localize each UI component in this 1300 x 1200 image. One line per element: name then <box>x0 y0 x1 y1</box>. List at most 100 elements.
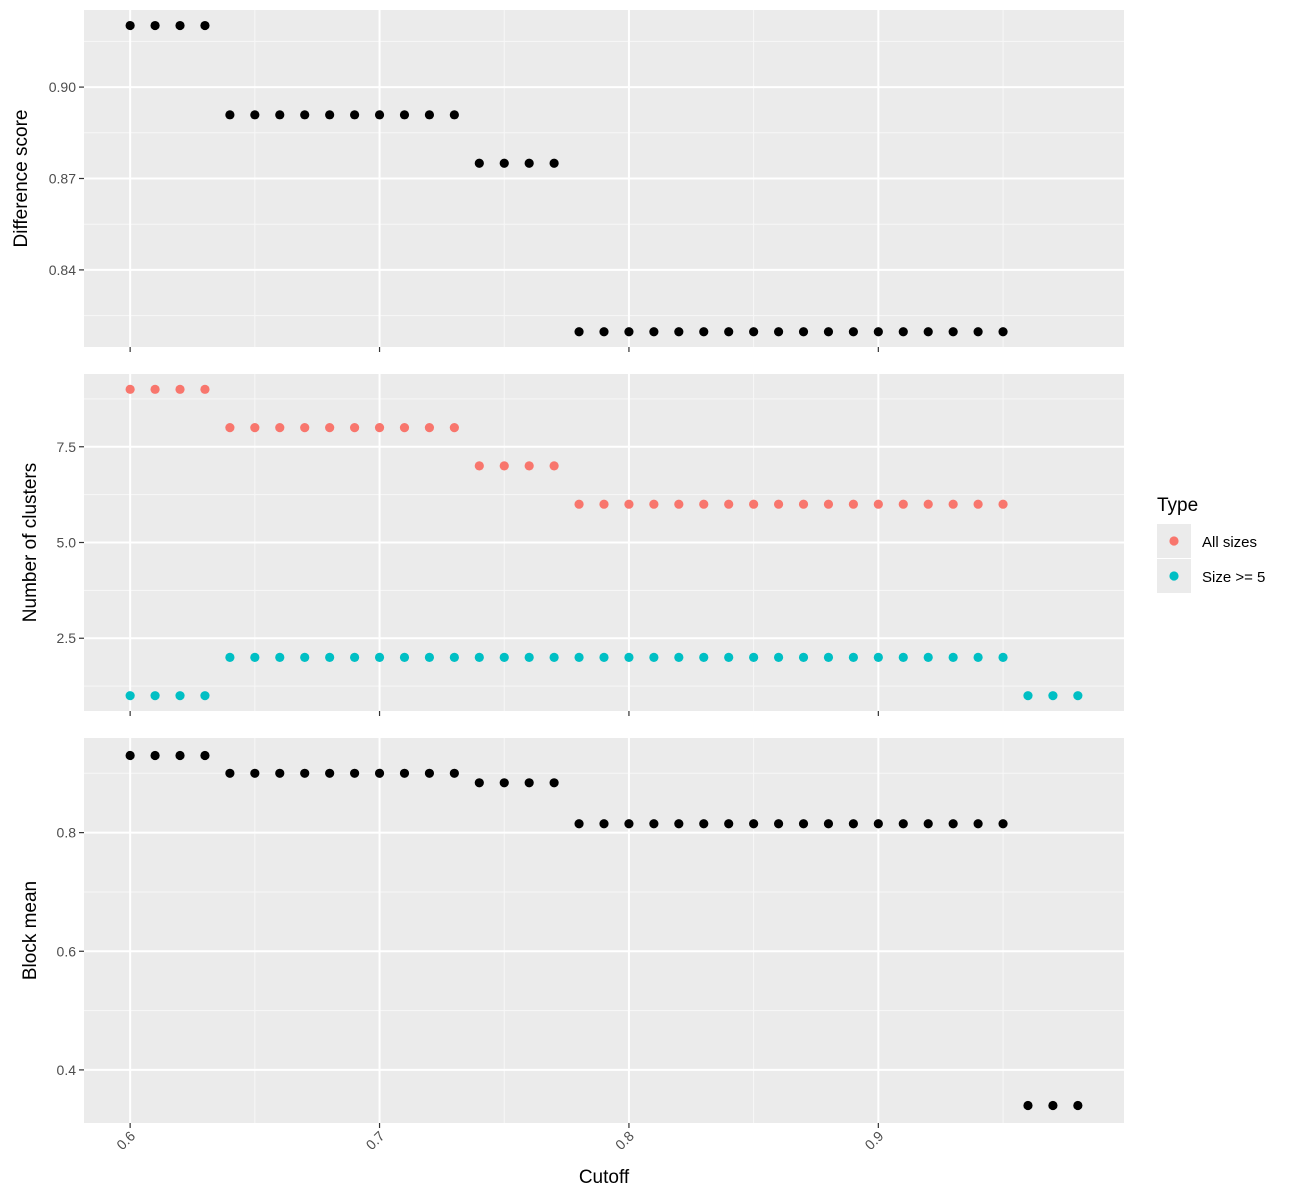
legend-key-point <box>1169 571 1179 581</box>
data-point <box>649 652 659 662</box>
data-point <box>399 423 410 433</box>
data-point <box>325 110 335 120</box>
data-point <box>574 499 584 509</box>
data-point <box>923 499 933 509</box>
data-point <box>699 652 709 662</box>
data-point <box>524 461 534 471</box>
legend: Type All sizes Size >= 5 <box>1157 495 1265 593</box>
series-all-sizes <box>125 384 1008 509</box>
data-point <box>250 768 260 778</box>
data-point <box>624 499 634 509</box>
data-point <box>823 499 834 509</box>
data-point <box>998 327 1008 337</box>
data-point <box>798 499 809 509</box>
data-point <box>674 327 684 337</box>
data-point <box>499 158 509 168</box>
data-point <box>125 750 135 761</box>
data-point <box>349 768 360 778</box>
x-axis-title: Cutoff <box>579 1167 630 1188</box>
data-point <box>773 652 784 662</box>
data-point <box>549 652 559 662</box>
data-point <box>973 819 983 829</box>
difference-score-panel: 0.84 0.87 0.90 Difference score <box>11 10 1124 352</box>
data-point <box>524 778 534 788</box>
y-axis-title: Number of clusters <box>20 463 41 622</box>
series-size-5 <box>125 652 1083 701</box>
number-of-clusters-panel: 2.5 5.0 7.5 Number of clusters <box>20 374 1124 716</box>
data-point <box>724 499 734 509</box>
data-point <box>225 110 235 120</box>
data-point <box>699 819 709 829</box>
x-tick-label: 0.8 <box>612 1128 637 1153</box>
data-point <box>150 750 160 761</box>
data-point <box>873 327 883 337</box>
data-point <box>374 652 385 662</box>
data-point <box>1023 1100 1033 1111</box>
data-point <box>898 819 908 829</box>
data-point <box>250 110 260 120</box>
data-point <box>998 652 1008 662</box>
data-point <box>125 20 135 31</box>
data-point <box>724 652 734 662</box>
data-point <box>798 819 809 829</box>
data-point <box>998 819 1008 829</box>
y-tick-label: 5.0 <box>57 535 77 551</box>
legend-label: All sizes <box>1202 534 1257 551</box>
legend-title: Type <box>1157 495 1198 516</box>
data-point <box>474 158 484 168</box>
data-point <box>574 327 584 337</box>
data-point <box>150 691 160 701</box>
data-point <box>699 499 709 509</box>
data-point <box>823 652 834 662</box>
block-mean-panel: 0.4 0.6 0.8 Block mean <box>20 738 1124 1128</box>
data-point <box>624 327 634 337</box>
data-point <box>125 691 135 701</box>
data-point <box>449 110 459 120</box>
data-point <box>724 819 734 829</box>
data-point <box>499 461 509 471</box>
data-point <box>599 327 609 337</box>
y-tick-label: 2.5 <box>57 630 77 646</box>
data-point <box>499 778 509 788</box>
data-point <box>449 423 459 433</box>
data-point <box>749 652 759 662</box>
data-point <box>699 327 709 337</box>
data-point <box>275 423 285 433</box>
data-point <box>873 819 883 829</box>
data-point <box>200 691 210 701</box>
y-tick-label: 0.90 <box>49 79 76 95</box>
data-point <box>474 778 484 788</box>
data-point <box>325 652 335 662</box>
x-tick-label: 0.7 <box>363 1128 388 1153</box>
data-point <box>998 499 1008 509</box>
data-point <box>574 819 584 829</box>
data-point <box>1023 691 1033 701</box>
data-point <box>749 327 759 337</box>
data-point <box>599 652 609 662</box>
data-point <box>374 423 385 433</box>
y-tick-label: 0.4 <box>57 1062 77 1078</box>
panel-background <box>84 738 1124 1123</box>
x-tick-label: 0.9 <box>861 1128 886 1153</box>
data-point <box>674 499 684 509</box>
data-point <box>300 652 310 662</box>
data-point <box>225 423 235 433</box>
data-point <box>724 327 734 337</box>
data-point <box>175 691 185 701</box>
series-points <box>125 20 1008 337</box>
data-point <box>923 327 933 337</box>
data-point <box>300 110 310 120</box>
series-points <box>125 750 1083 1111</box>
data-point <box>200 20 210 31</box>
data-point <box>1073 691 1083 701</box>
data-point <box>798 652 809 662</box>
y-tick-label: 0.8 <box>57 825 77 841</box>
data-point <box>524 652 534 662</box>
data-point <box>225 768 235 778</box>
data-point <box>524 158 534 168</box>
data-point <box>424 768 435 778</box>
data-point <box>773 499 784 509</box>
data-point <box>424 423 435 433</box>
y-axis-title: Block mean <box>20 881 41 980</box>
